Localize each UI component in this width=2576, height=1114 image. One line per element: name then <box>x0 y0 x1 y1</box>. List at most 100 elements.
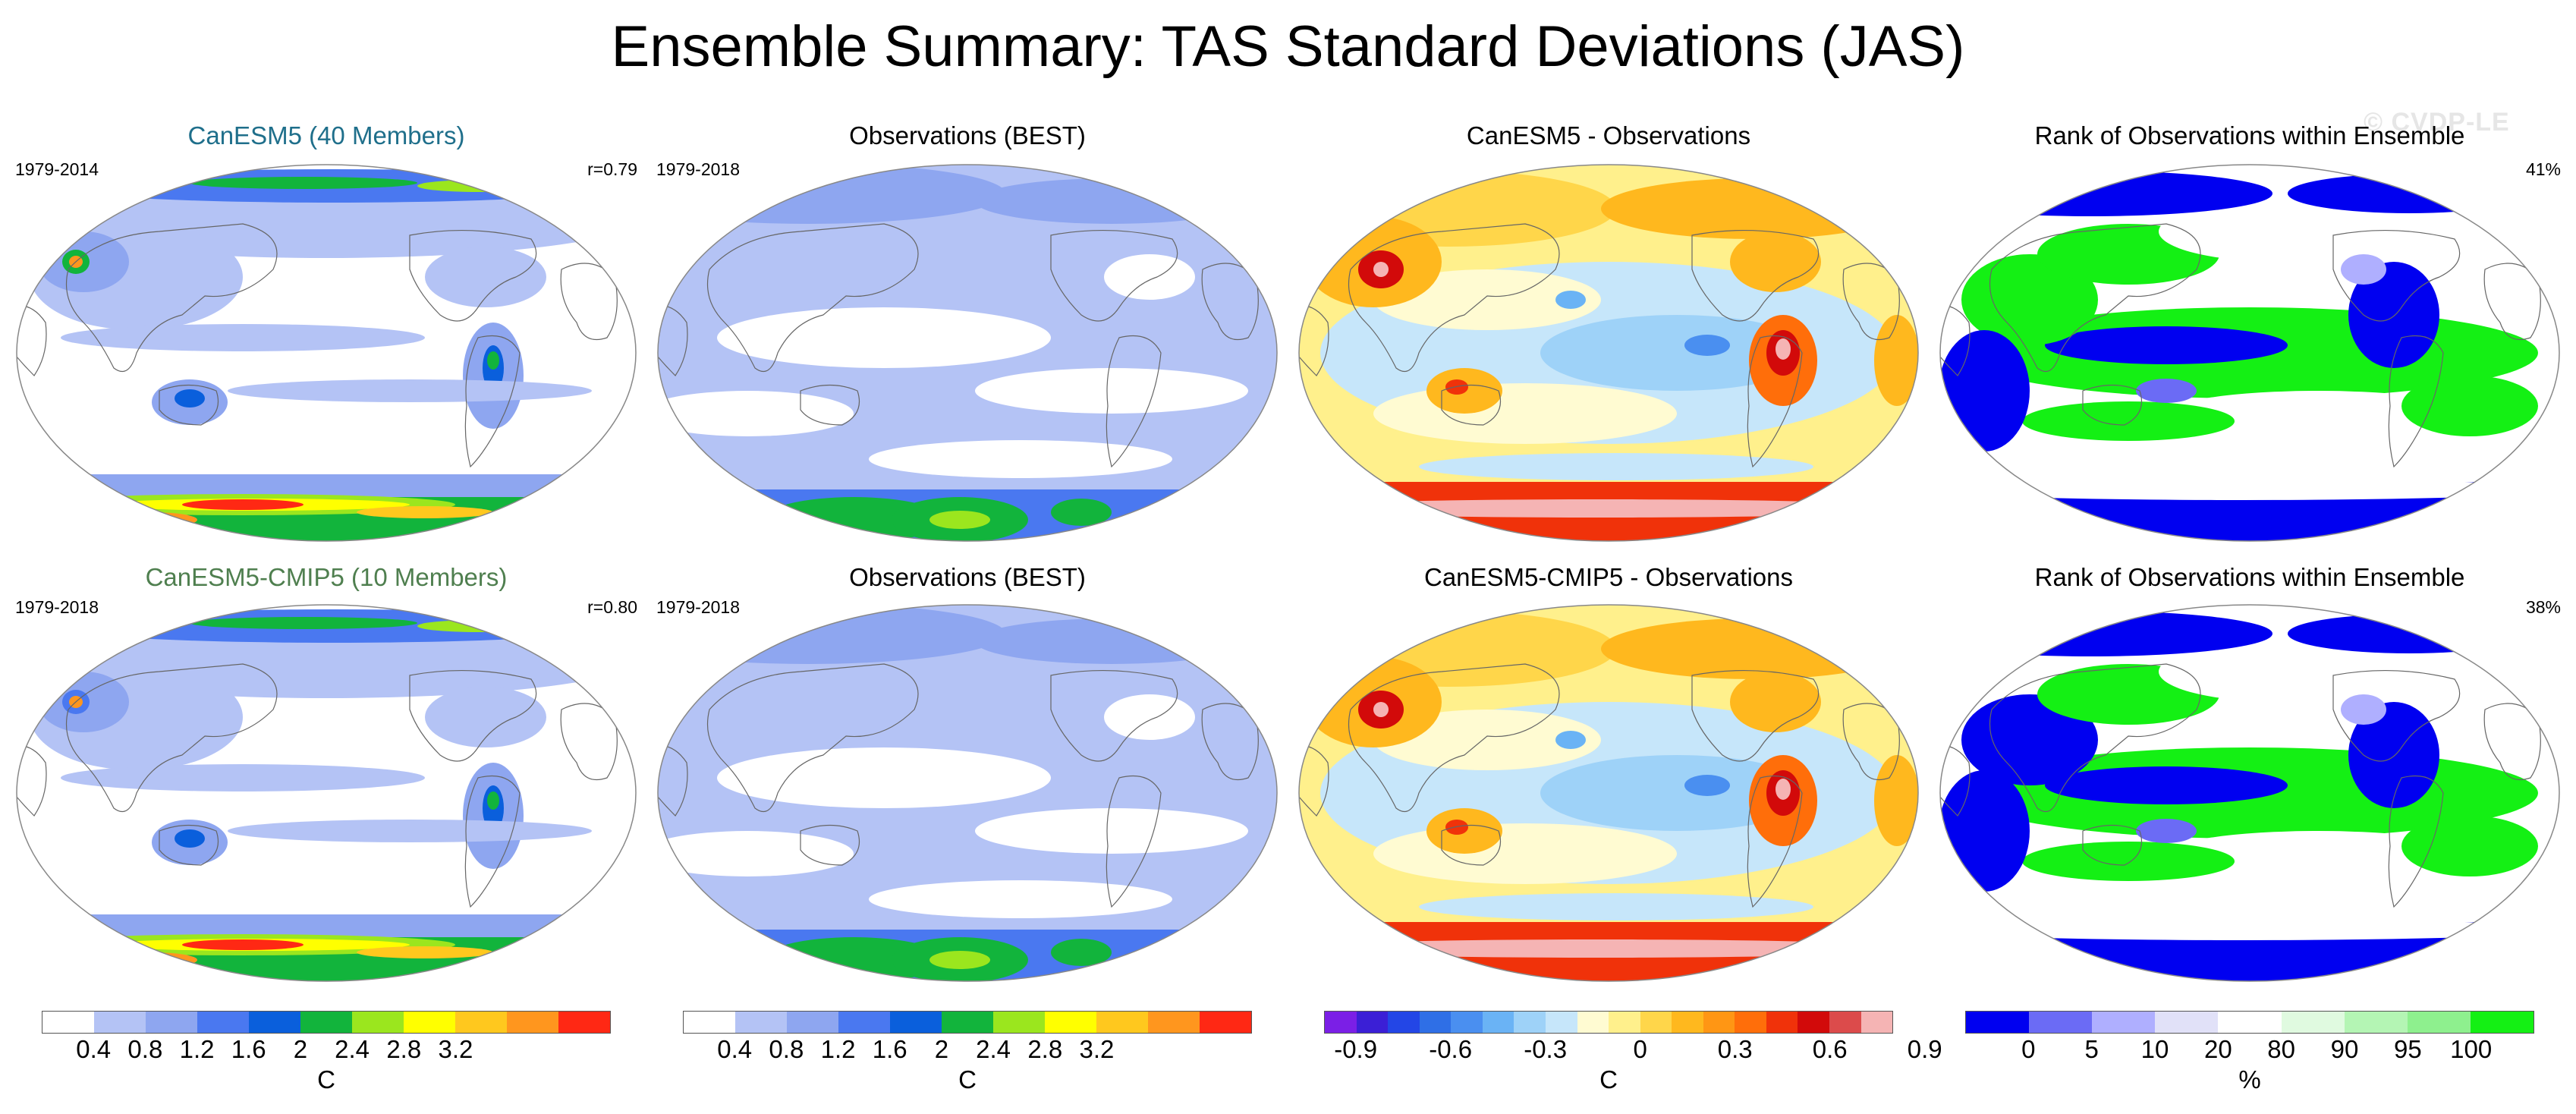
panel-title: Rank of Observations within Ensemble <box>2034 563 2465 591</box>
negative-spot <box>1555 291 1586 309</box>
colorbar-tick-label: 0.4 <box>717 1035 753 1063</box>
coastline <box>159 384 219 426</box>
colorbar-swatch <box>993 1012 1045 1033</box>
colorbar-rank <box>1965 1011 2534 1034</box>
low-variability-region <box>717 747 1051 808</box>
map-std-row1 <box>16 164 637 542</box>
pattern-correlation-label: r=0.80 <box>587 597 637 617</box>
rank-percent-label: 38% <box>2525 597 2561 617</box>
colorbar-swatch <box>1200 1012 1251 1033</box>
rank-spot <box>2136 819 2197 843</box>
negative-region <box>1540 755 1813 831</box>
low-variability-region <box>658 391 854 436</box>
coastline <box>1691 230 1820 322</box>
antarctic-high <box>1051 499 1112 526</box>
colorbar-swatch <box>2344 1012 2408 1033</box>
colorbar-tick-label: 5 <box>2084 1035 2099 1063</box>
map-border <box>16 164 637 542</box>
arctic-peak <box>417 180 539 192</box>
rank-mid-region <box>2159 201 2401 262</box>
colorbar-tick-label: 1.6 <box>872 1035 907 1063</box>
colorbar-swatch <box>2281 1012 2345 1033</box>
australia-high <box>175 389 205 408</box>
coastline <box>706 223 919 372</box>
colorbar-swatch <box>1356 1012 1389 1033</box>
antarctic-ring <box>357 946 493 958</box>
map-std-row2 <box>16 604 637 982</box>
colorbar-swatch <box>2029 1012 2093 1033</box>
arctic-variability <box>658 605 1005 664</box>
colorbar-swatch <box>94 1012 146 1033</box>
arctic-peak <box>417 620 539 632</box>
positive-north <box>1299 611 1616 687</box>
colorbar-swatch <box>838 1012 890 1033</box>
colorbar-unit-label: C <box>1599 1065 1618 1094</box>
colorbar-difference <box>1324 1011 1893 1034</box>
colorbar-tick-label: 10 <box>2140 1035 2169 1063</box>
rank-low-region <box>2348 262 2439 368</box>
negative-spot <box>1684 335 1730 356</box>
coastline <box>1842 263 1900 341</box>
colorbar-model-std <box>42 1011 611 1034</box>
map-rank-row1 <box>1939 164 2560 542</box>
map-border <box>1939 164 2560 542</box>
colorbar-tick-label: 0.6 <box>1812 1035 1848 1063</box>
positive-asia-core <box>1373 702 1389 717</box>
colorbar-swatch <box>507 1012 558 1033</box>
colorbar-tick-label: 20 <box>2203 1035 2232 1063</box>
positive-africa <box>1874 755 1918 846</box>
antarctic-high <box>1051 939 1112 966</box>
rank-high-region <box>2401 376 2538 436</box>
antarctic-peak <box>929 511 990 529</box>
colorbar-swatch <box>1672 1012 1703 1033</box>
colorbar-swatch <box>2218 1012 2282 1033</box>
colorbar-tick-label: 80 <box>2267 1035 2296 1063</box>
coastline <box>65 663 278 812</box>
colorbar-tick-label: 1.2 <box>179 1035 215 1063</box>
colorbar-tick-label: 1.2 <box>820 1035 856 1063</box>
rank-mid-region <box>2166 391 2470 436</box>
rank-low-band <box>2045 326 2288 364</box>
rank-mid-region <box>2159 641 2401 702</box>
rank-high-region <box>2401 816 2538 876</box>
colorbar-swatch <box>1148 1012 1200 1033</box>
south-america-peak <box>487 791 499 810</box>
map-obs-row1 <box>657 164 1278 542</box>
colorbar-tick-label: 0 <box>1633 1035 1647 1063</box>
coastline <box>1050 230 1178 322</box>
colorbar-tick-label: 95 <box>2393 1035 2422 1063</box>
coastline <box>560 263 618 341</box>
rank-low-region <box>1940 770 2030 892</box>
coastline <box>1348 663 1560 812</box>
coastline <box>1299 744 1329 817</box>
rank-region <box>1961 694 2098 785</box>
colorbar-tick-label: 1.6 <box>231 1035 266 1063</box>
antarctic-peak <box>1299 939 1918 958</box>
colorbar-swatch <box>352 1012 404 1033</box>
coastline <box>1940 744 1971 817</box>
positive-north-america <box>1730 231 1821 292</box>
rank-low-arctic <box>2288 174 2530 213</box>
colorbar-swatch <box>300 1012 352 1033</box>
colorbar-swatch <box>42 1012 94 1033</box>
colorbar-swatch <box>2092 1012 2156 1033</box>
coastline <box>159 824 219 866</box>
coastline <box>1747 775 1803 908</box>
rank-mid-band <box>1940 479 2559 500</box>
rank-low-band <box>2045 766 2288 804</box>
colorbar-unit-label: % <box>2238 1065 2261 1094</box>
period-label: 1979-2018 <box>15 597 99 617</box>
colorbar-tick-label: 0.8 <box>127 1035 163 1063</box>
rank-mid-band <box>1940 919 2559 940</box>
north-america-variability <box>425 687 546 747</box>
colorbar-unit-label: C <box>958 1065 977 1094</box>
coastline <box>1348 223 1560 372</box>
low-variability-region <box>869 880 1172 918</box>
colorbar-tick-label: 2.8 <box>386 1035 422 1063</box>
colorbar-swatch <box>684 1012 735 1033</box>
antarctic-peak <box>1299 499 1918 518</box>
colorbar-tick-label: 3.2 <box>1079 1035 1115 1063</box>
coastline <box>2082 824 2143 866</box>
coastline <box>658 744 688 817</box>
colorbar-swatch <box>1096 1012 1148 1033</box>
